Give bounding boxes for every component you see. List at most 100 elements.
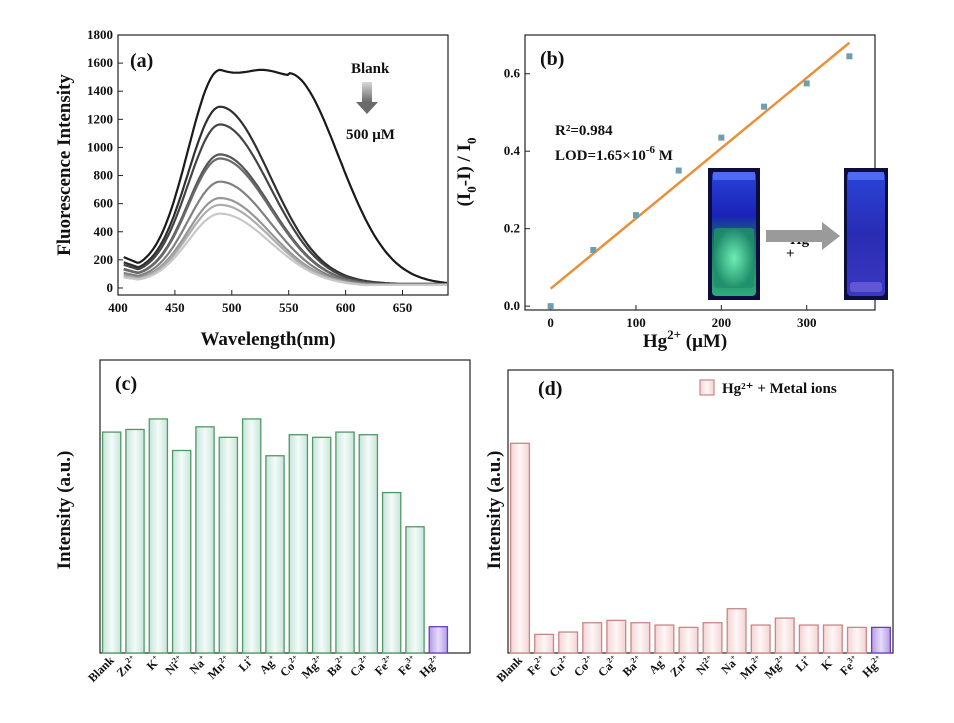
bar-fe-2p <box>534 633 555 654</box>
lod-main: LOD=1.65×10 <box>555 148 646 164</box>
category-label: Zn2+ <box>667 652 694 679</box>
bar-na-p <box>726 608 747 654</box>
category-label: Ca2+ <box>346 652 373 679</box>
lod-unit: M <box>655 148 673 164</box>
category-sup: + <box>196 652 206 662</box>
category-label: Hg2+ <box>416 652 444 680</box>
b-ylabel-mid: -I) / I <box>454 144 475 186</box>
panel-c-label: (c) <box>115 373 137 395</box>
b-xtick-label: 0 <box>547 315 554 330</box>
category-label: Zn2+ <box>113 652 140 679</box>
bar-ni-2p <box>702 622 723 654</box>
b-ytick-label: 0.0 <box>504 298 520 313</box>
lod-sup: -6 <box>646 144 656 156</box>
panel-a-x-axis-label: Wavelength(nm) <box>200 329 335 350</box>
bar-hg-2p <box>870 626 892 654</box>
category-label: K+ <box>143 652 164 673</box>
a-ytick-label: 1800 <box>87 27 113 42</box>
bar-k-p <box>822 624 843 654</box>
data-point-1 <box>590 246 597 253</box>
panel-b-x-axis-label: Hg2+ (μM) <box>643 327 727 352</box>
a-xtick-label: 500 <box>222 300 242 315</box>
category-label: Mn2+ <box>204 652 234 682</box>
b-ytick-label: 0.6 <box>504 66 521 81</box>
legend-swatch <box>699 379 715 396</box>
category-label: Fe2+ <box>524 652 550 678</box>
bar-fe-2p <box>381 491 402 654</box>
category-sup: + <box>824 652 834 662</box>
a-ytick-label: 0 <box>107 280 114 295</box>
inset-plus-sign: + <box>786 246 795 262</box>
category-label: Ag+ <box>645 652 670 677</box>
category-sup: + <box>266 652 276 662</box>
spectrum-line-5 <box>123 180 447 286</box>
bar-mn-2p <box>750 624 771 654</box>
bar-hg-2p <box>428 626 449 654</box>
category-main: Blank <box>494 653 526 685</box>
category-sup: + <box>656 652 666 662</box>
panel-d-y-axis-label: Intensity (a.u.) <box>484 451 505 570</box>
a-ytick-label: 1200 <box>87 111 113 126</box>
category-label: Mg2+ <box>761 652 790 681</box>
category-label: Ca2+ <box>594 652 621 679</box>
legend-blank-label: Blank <box>351 61 390 77</box>
category-label: Mg2+ <box>298 652 327 681</box>
category-label: Li+ <box>792 652 814 674</box>
lod-text: LOD=1.65×10-6 M <box>555 144 673 164</box>
data-point-0 <box>547 303 554 310</box>
panel-d-bars <box>509 442 892 654</box>
bar-mg-2p <box>774 617 795 654</box>
bar-cu-2p <box>558 631 579 654</box>
a-ytick-label: 1000 <box>87 139 113 154</box>
a-ytick-label: 200 <box>94 252 114 267</box>
panel-d-category-labels: Blank Fe2+Cu2+Co2+Ca2+Ba2+ Ag+Zn2+Ni2+ Na+M… <box>494 652 887 685</box>
bar-ag-p <box>654 624 675 654</box>
bar-co-2p <box>582 622 603 654</box>
a-ytick-label: 600 <box>94 196 114 211</box>
spectrum-line-0 <box>123 68 447 284</box>
legend-500uM-label: 500 μM <box>346 127 395 143</box>
bar-zn-2p <box>678 626 699 654</box>
data-point-4 <box>718 134 725 141</box>
bar-ag-p <box>265 455 285 654</box>
panel-d-label: (d) <box>538 378 562 400</box>
a-xtick-label: 400 <box>108 300 128 315</box>
panel-b-y-axis-label: (I0-I) / I0 <box>454 138 479 207</box>
data-point-3 <box>675 167 682 174</box>
panel-a-y-axis-label: Fluorescence Intensity <box>54 74 75 256</box>
panel-b-x-ticks: 0 100 200 300 <box>547 305 816 330</box>
right-arrow-icon <box>766 222 840 250</box>
category-label: Fe3+ <box>395 652 421 678</box>
panel-b-frame <box>524 34 876 311</box>
bar-blank <box>101 431 122 654</box>
bar-na-p <box>195 426 215 654</box>
b-ytick-label: 0.2 <box>504 221 520 236</box>
category-label: Blank <box>494 653 526 685</box>
b-xtick-label: 100 <box>626 315 646 330</box>
a-xtick-label: 450 <box>165 300 185 315</box>
bar-mn-2p <box>218 436 239 654</box>
category-label: Ba2+ <box>619 652 646 679</box>
bar-co-2p <box>288 434 309 654</box>
panel-b: 0.0 0.2 0.4 0.6 0 100 200 300 (b) R²=0.984 LOD… <box>454 34 888 352</box>
b-xlabel-sup: 2+ <box>667 327 681 342</box>
category-label: Ba2+ <box>324 652 351 679</box>
bar-zn-2p <box>125 428 145 654</box>
a-ytick-label: 400 <box>94 224 114 239</box>
b-xlabel-unit: (μM) <box>681 331 727 352</box>
category-label: Fe2+ <box>371 652 397 678</box>
data-point-6 <box>803 80 810 87</box>
a-xtick-label: 550 <box>279 300 299 315</box>
category-label: Cu2+ <box>546 652 574 680</box>
fit-line <box>549 41 851 290</box>
b-ylabel-main: (I <box>454 193 475 207</box>
a-ytick-label: 800 <box>94 168 114 183</box>
r-squared-text: R²=0.984 <box>555 123 613 139</box>
category-label: Hg2+ <box>859 652 887 680</box>
down-arrow-icon <box>356 82 378 114</box>
panel-c-bars <box>101 418 449 654</box>
bar-ca-2p <box>606 619 627 654</box>
panel-b-label: (b) <box>540 48 564 70</box>
